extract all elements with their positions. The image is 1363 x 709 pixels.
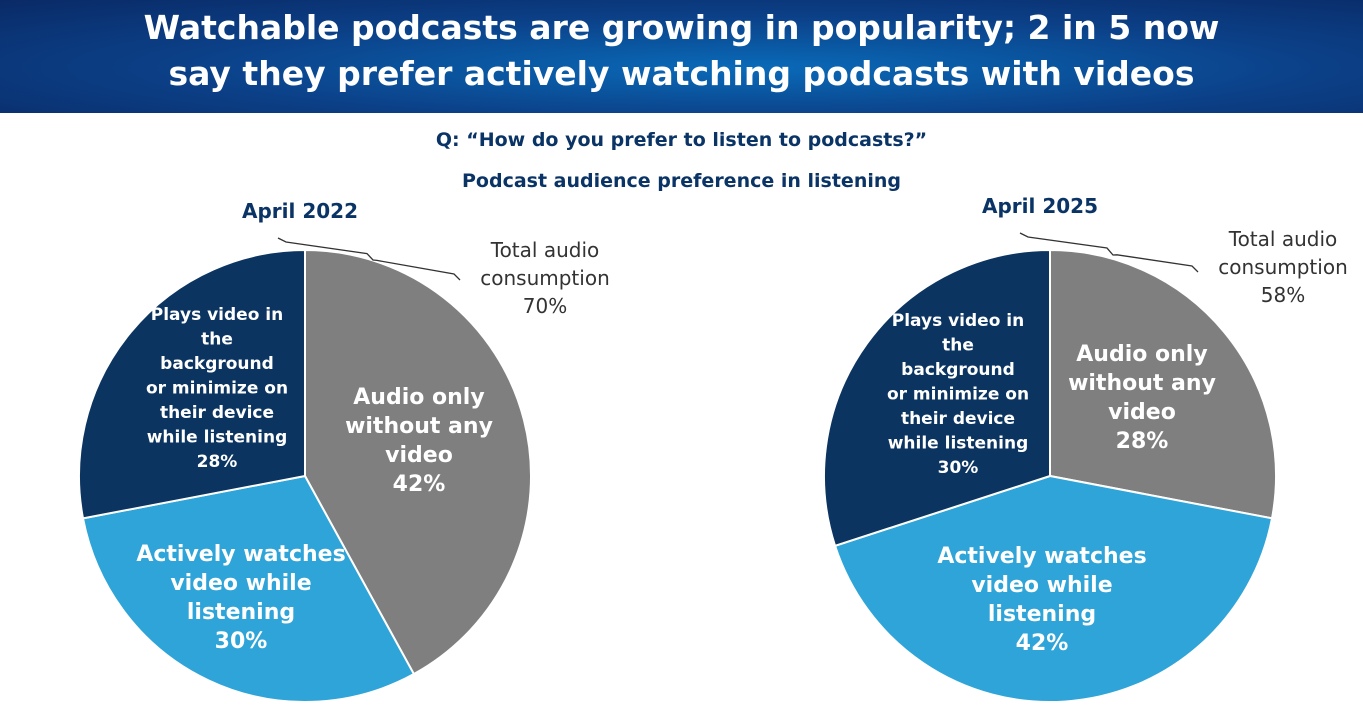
- total-audio-annotation-1: Total audio consumption 70%: [480, 238, 610, 318]
- pie-slice-1-1: [304, 248, 532, 676]
- slice-label-2-3: Plays video in the background or minimize o…: [887, 311, 1029, 478]
- slice-label-1-1: Audio only without any video 42%: [345, 385, 493, 497]
- title-line-1: Watchable podcasts are growing in popula…: [143, 8, 1220, 47]
- slice-label-2-1: Audio only without any video 28%: [1068, 342, 1216, 454]
- total-audio-annotation-2: Total audio consumption 58%: [1218, 227, 1348, 307]
- chart-subtitle: Podcast audience preference in listening: [462, 170, 901, 192]
- page-title: Watchable podcasts are growing in popula…: [0, 5, 1363, 97]
- slice-label-1-3: Plays video in the background or minimize o…: [146, 305, 288, 472]
- brace-1: [277, 237, 461, 281]
- pie-slice-2-1: [1049, 248, 1277, 520]
- pie-title-1: April 2022: [242, 199, 358, 223]
- pie-slice-1-2: [81, 474, 416, 703]
- slice-label-2-2: Actively watches video while listening 42%: [937, 544, 1146, 656]
- survey-question: Q: “How do you prefer to listen to podca…: [435, 129, 928, 151]
- title-line-2: say they prefer actively watching podcas…: [168, 54, 1195, 93]
- header-banner: Watchable podcasts are growing in popula…: [0, 0, 1363, 113]
- pie-slice-1-3: [78, 248, 306, 520]
- pie-slice-2-2: [833, 474, 1274, 704]
- slice-label-1-2: Actively watches video while listening 30%: [136, 542, 345, 654]
- pie-slice-2-3: [823, 248, 1051, 548]
- pie-title-2: April 2025: [982, 194, 1098, 218]
- brace-2: [1019, 232, 1199, 273]
